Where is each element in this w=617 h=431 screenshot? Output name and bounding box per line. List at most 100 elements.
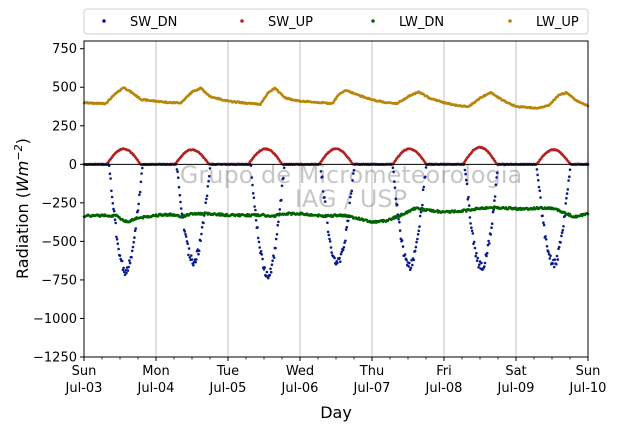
lw-dn-point bbox=[568, 212, 572, 216]
sw-dn-point bbox=[117, 247, 120, 251]
sw-dn-point bbox=[416, 233, 420, 236]
sw-dn-point bbox=[548, 257, 552, 260]
sw-dn-point bbox=[274, 246, 277, 250]
sw-dn-point bbox=[138, 193, 141, 197]
sw-dn-point bbox=[476, 256, 480, 260]
sw-dn-point bbox=[542, 223, 546, 227]
x-tick-day: Thu bbox=[359, 364, 384, 379]
sw-dn-point bbox=[483, 261, 487, 265]
sw-dn-point bbox=[131, 245, 135, 249]
sw-dn-point bbox=[559, 241, 562, 244]
sw-dn-point bbox=[123, 270, 126, 274]
sw-dn-point bbox=[107, 164, 111, 167]
sw-dn-point bbox=[180, 212, 184, 215]
y-tick-label: −500 bbox=[41, 235, 77, 250]
sw-dn-point bbox=[495, 176, 498, 179]
sw-dn-point bbox=[556, 258, 560, 261]
sw-dn-point bbox=[421, 188, 425, 191]
sw-dn-point bbox=[259, 250, 263, 253]
sw-dn-point bbox=[344, 228, 348, 231]
sw-dn-point bbox=[470, 229, 474, 233]
sw-dn-point bbox=[488, 242, 491, 245]
sw-dn-point bbox=[547, 250, 550, 253]
sw-dn-point bbox=[109, 177, 112, 180]
x-tick-day: Sun bbox=[72, 364, 97, 379]
sw-dn-point bbox=[566, 188, 570, 191]
sw-dn-point bbox=[261, 257, 264, 261]
sw-dn-point bbox=[208, 174, 211, 178]
sw-dn-point bbox=[348, 201, 352, 205]
sw-dn-point bbox=[190, 258, 194, 261]
sw-dn-point bbox=[323, 196, 326, 199]
sw-dn-point bbox=[464, 172, 467, 176]
sw-dn-point bbox=[177, 176, 180, 179]
sw-dn-point bbox=[352, 168, 356, 172]
sw-dn-point bbox=[352, 172, 355, 175]
sw-dn-point bbox=[398, 229, 402, 232]
legend-marker-sw_dn bbox=[102, 19, 106, 23]
sw-dn-point bbox=[124, 268, 128, 272]
sw-dn-point bbox=[393, 180, 396, 183]
sw-dn-point bbox=[321, 175, 324, 178]
sw-dn-point bbox=[561, 228, 565, 232]
sw-dn-point bbox=[394, 197, 398, 201]
sw-dn-point bbox=[265, 270, 269, 274]
sw-dn-point bbox=[328, 237, 331, 241]
x-tick-day: Wed bbox=[286, 364, 314, 379]
sw-dn-point bbox=[123, 273, 127, 277]
sw-dn-point bbox=[200, 226, 204, 229]
sw-dn-point bbox=[179, 207, 183, 210]
sw-dn-point bbox=[260, 253, 264, 256]
y-tick-label: 0 bbox=[69, 158, 77, 173]
sw-dn-point bbox=[467, 195, 470, 199]
sw-dn-point bbox=[417, 229, 421, 233]
legend-label-sw_dn: SW_DN bbox=[130, 15, 177, 30]
sw-dn-point bbox=[416, 237, 419, 241]
sw-dn-point bbox=[253, 205, 256, 208]
sw-dn-point bbox=[496, 171, 499, 174]
sw-dn-point bbox=[133, 229, 137, 232]
sw-dn-point bbox=[349, 195, 352, 199]
sw-dn-point bbox=[490, 226, 493, 229]
sw-dn-point bbox=[282, 166, 286, 170]
sw-dn-point bbox=[136, 209, 140, 212]
sw-dn-point bbox=[483, 265, 486, 268]
sw-dn-point bbox=[132, 240, 135, 244]
sw-dn-point bbox=[118, 254, 122, 257]
sw-dn-point bbox=[199, 239, 202, 242]
sw-dn-point bbox=[344, 239, 347, 243]
x-axis-label: Day bbox=[320, 403, 352, 422]
sw-dn-point bbox=[270, 263, 274, 267]
sw-dn-point bbox=[346, 219, 350, 223]
sw-dn-point bbox=[555, 254, 559, 258]
sw-dn-point bbox=[345, 225, 349, 229]
sw-dn-point bbox=[208, 167, 212, 170]
sw-dn-point bbox=[537, 179, 540, 182]
sw-dn-point bbox=[206, 185, 210, 188]
sw-dn-point bbox=[184, 235, 188, 238]
sw-dn-point bbox=[393, 186, 397, 189]
x-tick-date: Jul-03 bbox=[65, 381, 103, 396]
sw-dn-point bbox=[187, 247, 191, 250]
x-tick-date: Jul-06 bbox=[281, 381, 319, 396]
sw-dn-point bbox=[351, 179, 354, 182]
sw-dn-point bbox=[539, 196, 542, 199]
sw-dn-point bbox=[134, 227, 138, 230]
sw-dn-point bbox=[112, 209, 116, 213]
sw-dn-point bbox=[130, 249, 134, 253]
x-tick-day: Fri bbox=[436, 364, 452, 379]
sw-dn-point bbox=[544, 235, 547, 238]
sw-dn-point bbox=[568, 175, 571, 178]
sw-dn-point bbox=[349, 192, 353, 195]
sw-dn-point bbox=[257, 240, 261, 244]
sw-dn-point bbox=[392, 170, 395, 174]
data-points bbox=[82, 86, 590, 280]
sw-dn-point bbox=[551, 262, 554, 265]
legend-label-sw_up: SW_UP bbox=[268, 15, 313, 30]
lw-dn-point bbox=[237, 212, 241, 216]
sw-dn-point bbox=[487, 239, 490, 243]
sw-dn-point bbox=[339, 260, 342, 264]
sw-dn-point bbox=[183, 230, 187, 233]
sw-dn-point bbox=[278, 208, 282, 211]
sw-dn-point bbox=[552, 265, 556, 269]
